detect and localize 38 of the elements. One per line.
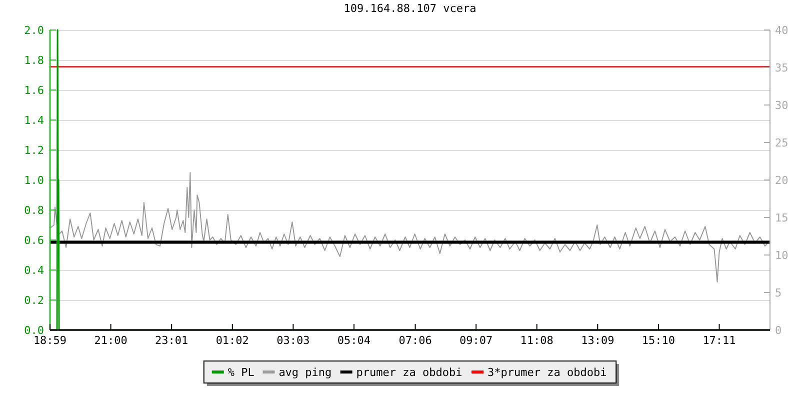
legend-label: avg ping bbox=[278, 366, 332, 379]
y-tick-label: 2.0 bbox=[24, 24, 44, 37]
x-tick-label: 05:04 bbox=[337, 334, 371, 347]
x-tick-label: 11:08 bbox=[520, 334, 554, 347]
legend-label: % PL bbox=[228, 366, 255, 379]
y-tick-label: 1.0 bbox=[24, 174, 44, 187]
x-tick-label: 13:09 bbox=[581, 334, 614, 347]
x-tick-label: 15:10 bbox=[642, 334, 676, 347]
x-tick-label: 09:07 bbox=[460, 334, 493, 347]
y-tick-label: 0.0 bbox=[24, 324, 44, 337]
y-tick-label: 1.8 bbox=[24, 54, 44, 67]
y2-tick-label: 5 bbox=[775, 286, 782, 300]
y-tick-label: 0.8 bbox=[24, 204, 44, 217]
line-series bbox=[50, 172, 770, 282]
x-tick-label: 01:02 bbox=[216, 334, 249, 347]
x-tick-label: 23:01 bbox=[155, 334, 188, 347]
y2-tick-label: 10 bbox=[775, 248, 788, 262]
y2-tick-label: 15 bbox=[775, 211, 788, 224]
x-tick-label: 03:03 bbox=[276, 334, 310, 347]
y2-tick-label: 20 bbox=[775, 174, 788, 187]
y-tick-label: 0.2 bbox=[24, 294, 44, 307]
y-tick-label: 1.4 bbox=[24, 114, 44, 127]
chart-title: 109.164.88.107 vcera bbox=[344, 2, 476, 15]
y2-tick-label: 35 bbox=[775, 61, 788, 74]
y2-tick-label: 30 bbox=[775, 98, 788, 112]
y2-tick-label: 40 bbox=[775, 24, 788, 37]
y-tick-label: 0.6 bbox=[24, 234, 44, 247]
y2-tick-label: 25 bbox=[775, 136, 788, 150]
legend-label: 3*prumer za obdobi bbox=[488, 366, 607, 379]
y-tick-label: 1.6 bbox=[24, 84, 44, 97]
legend-label: prumer za obdobi bbox=[356, 366, 462, 379]
y-tick-label: 1.2 bbox=[24, 144, 44, 157]
x-tick-label: 18:59 bbox=[33, 334, 67, 347]
x-tick-label: 17:11 bbox=[702, 334, 736, 347]
x-tick-label: 07:06 bbox=[398, 334, 432, 347]
y2-tick-label: 0 bbox=[775, 324, 782, 337]
x-tick-label: 21:00 bbox=[94, 334, 128, 347]
y-tick-label: 0.4 bbox=[24, 264, 44, 277]
